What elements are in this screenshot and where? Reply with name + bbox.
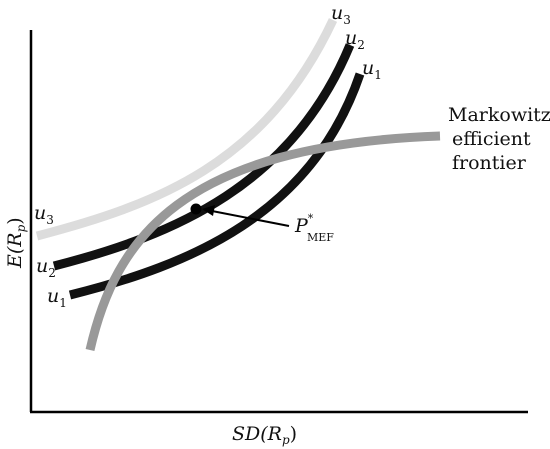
u1-curve	[68, 72, 365, 300]
frontier-label-line-3: frontier	[452, 152, 527, 174]
u2-left-label: u2	[36, 255, 56, 280]
y-axis-label: E(Rp)	[4, 217, 28, 269]
tangency-pointer-line	[211, 210, 290, 227]
frontier-label-line-2: efficient	[452, 128, 531, 150]
x-axis-label: SD(Rp)	[232, 423, 297, 447]
u1-left-label: u1	[47, 285, 67, 310]
u3-top-label: u3	[331, 2, 351, 27]
tangency-arrowhead	[202, 205, 215, 216]
u1-top-label: u1	[362, 57, 382, 82]
tangency-point-label: P*	[294, 212, 314, 237]
frontier-label-line-1: Markowitz	[448, 104, 550, 126]
tangency-point-subscript: MEF	[307, 231, 334, 244]
u2-top-label: u2	[345, 27, 365, 52]
frontier-curve	[85, 131, 441, 351]
u3-curve	[35, 18, 338, 241]
u3-left-label: u3	[34, 202, 54, 227]
u2-curve	[52, 43, 355, 271]
tangency-point-marker	[190, 203, 202, 215]
